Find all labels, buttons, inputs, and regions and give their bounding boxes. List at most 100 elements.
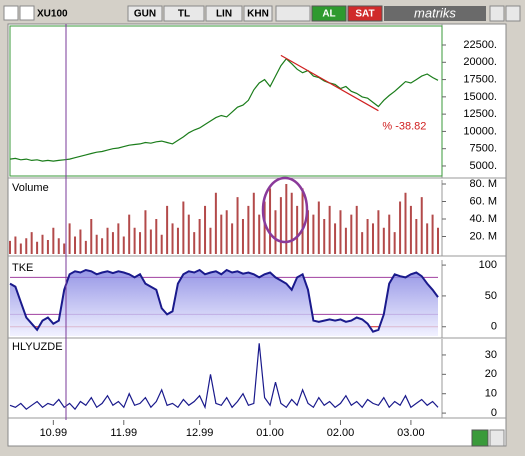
tool-icons[interactable] xyxy=(275,5,311,22)
bar xyxy=(209,227,212,254)
bar xyxy=(36,241,39,254)
y-tick-label: 22500. xyxy=(463,39,497,51)
bar xyxy=(52,227,55,254)
bar xyxy=(263,201,266,254)
y-tick-label: 15000. xyxy=(463,91,497,103)
bar xyxy=(339,210,342,254)
bar xyxy=(252,192,255,254)
y-tick-label: 30 xyxy=(485,349,497,361)
bar xyxy=(301,188,304,254)
y-tick-label: 17500. xyxy=(463,73,497,85)
close-icon[interactable] xyxy=(19,5,35,21)
bar xyxy=(290,192,293,254)
symbol[interactable]: XU100 xyxy=(37,9,68,20)
bar xyxy=(382,227,385,254)
bar xyxy=(182,201,185,254)
data-area xyxy=(10,270,438,336)
bar xyxy=(279,197,282,254)
button-label[interactable]: LIN xyxy=(216,9,232,20)
bar xyxy=(79,229,82,254)
bar xyxy=(437,227,439,254)
panel-title: TKE xyxy=(12,262,33,274)
bar xyxy=(74,236,77,254)
bar xyxy=(269,188,272,254)
bar xyxy=(371,223,374,254)
bar xyxy=(187,214,190,254)
bar xyxy=(30,232,33,254)
y-tick-label: 40. M xyxy=(469,213,497,225)
bar xyxy=(90,219,93,254)
button[interactable] xyxy=(163,5,205,22)
button-label[interactable]: KHN xyxy=(247,9,269,20)
button[interactable] xyxy=(243,5,273,22)
bar xyxy=(312,214,315,254)
bar xyxy=(393,232,396,254)
bar xyxy=(111,232,114,254)
bar xyxy=(139,232,142,254)
button-label[interactable]: TL xyxy=(178,9,190,20)
bar xyxy=(344,227,347,254)
data-line xyxy=(9,57,439,162)
buy-button[interactable] xyxy=(311,5,347,22)
scroll-icon[interactable] xyxy=(489,429,505,447)
bar xyxy=(149,229,152,254)
chart-area xyxy=(7,23,507,447)
bar xyxy=(274,210,277,254)
sell-label[interactable]: SAT xyxy=(355,9,374,20)
bar xyxy=(334,223,337,254)
sell-button[interactable] xyxy=(347,5,383,22)
window-button[interactable] xyxy=(505,5,521,22)
bar xyxy=(214,192,217,254)
y-tick-label: 20 xyxy=(485,368,497,380)
bar xyxy=(404,192,407,254)
bar xyxy=(84,240,87,254)
bar xyxy=(63,243,66,254)
bar xyxy=(420,197,423,254)
x-tick-label: 01.00 xyxy=(256,427,284,439)
bar xyxy=(225,210,228,254)
panel-title: HLYUZDE xyxy=(12,341,63,353)
bar xyxy=(241,219,244,254)
data-line xyxy=(9,343,439,411)
refresh-icon[interactable] xyxy=(471,429,489,447)
y-tick-label: 0 xyxy=(491,321,497,333)
plot: 5000. 7500. 10000. 12500. 15000. 17500. 20000.… xyxy=(8,24,506,439)
button[interactable] xyxy=(127,5,163,22)
button-label[interactable]: GUN xyxy=(134,9,156,20)
bar xyxy=(361,232,364,254)
bar xyxy=(388,214,391,254)
bar xyxy=(431,214,434,254)
annotation: % -38.82 xyxy=(382,121,426,133)
bar xyxy=(171,223,174,254)
button[interactable] xyxy=(205,5,243,22)
bar xyxy=(160,234,163,254)
bar xyxy=(117,223,120,254)
bar xyxy=(355,205,358,254)
buy-label[interactable]: AL xyxy=(322,9,335,20)
bar xyxy=(9,240,11,254)
bar xyxy=(14,236,17,254)
y-tick-label: 20000. xyxy=(463,56,497,68)
symbol-icon[interactable] xyxy=(3,5,19,21)
bar xyxy=(247,205,250,254)
price-frame xyxy=(9,25,443,177)
y-tick-label: 10 xyxy=(485,388,497,400)
bar xyxy=(57,238,60,254)
x-tick-label: 03.00 xyxy=(397,427,425,439)
data-line xyxy=(9,268,439,333)
bar xyxy=(68,223,71,254)
y-tick-label: 20. M xyxy=(469,230,497,242)
bar xyxy=(296,205,299,254)
y-tick-label: 100 xyxy=(479,259,497,271)
bar xyxy=(306,210,309,254)
y-tick-label: 80. M xyxy=(469,178,497,190)
bar xyxy=(366,219,369,254)
y-tick-label: 0 xyxy=(491,407,497,419)
bar xyxy=(377,210,380,254)
bar xyxy=(166,205,169,254)
bar xyxy=(258,214,261,254)
bar xyxy=(155,219,158,254)
window-button[interactable] xyxy=(489,5,505,22)
x-tick-label: 10.99 xyxy=(40,427,68,439)
